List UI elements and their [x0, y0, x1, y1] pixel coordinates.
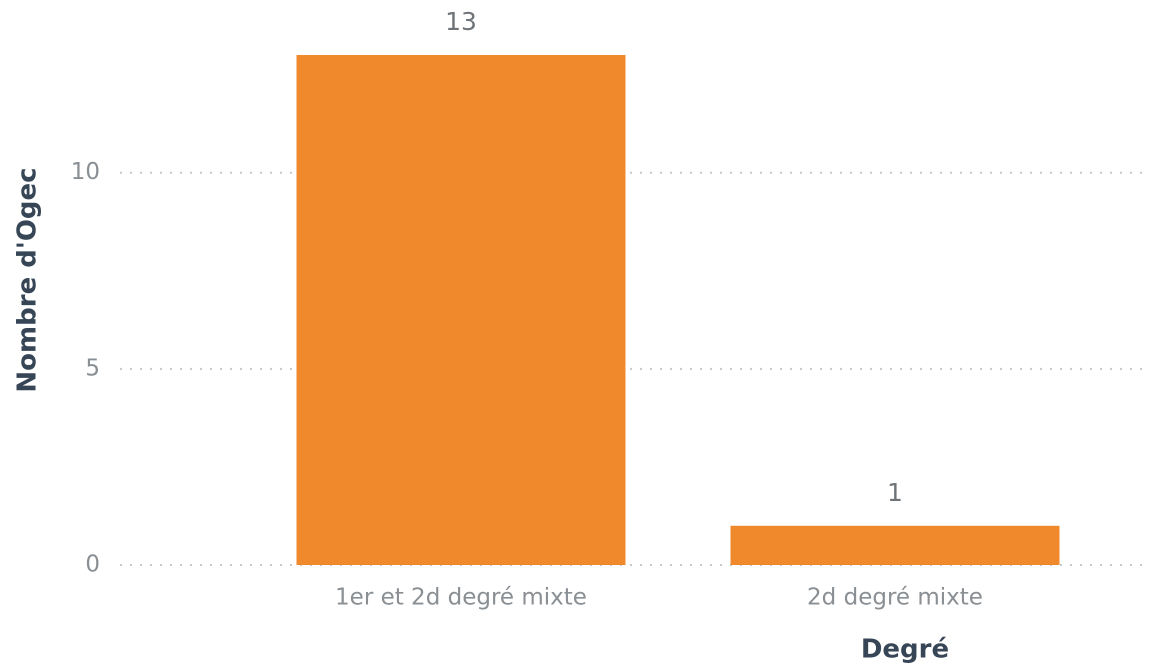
x-axis-title: Degré: [861, 635, 949, 665]
y-tick-label: 5: [85, 355, 100, 381]
y-tick-label: 0: [85, 552, 100, 578]
data-label: 13: [445, 7, 477, 36]
y-axis-title: Nombre d'Ogec: [13, 167, 43, 392]
bar: [296, 55, 626, 565]
y-tick-label: 10: [71, 159, 100, 185]
x-tick-label: 1er et 2d degré mixte: [335, 585, 587, 611]
x-tick-label: 2d degré mixte: [807, 585, 983, 611]
data-label: 1: [887, 478, 903, 507]
bar: [730, 525, 1060, 565]
